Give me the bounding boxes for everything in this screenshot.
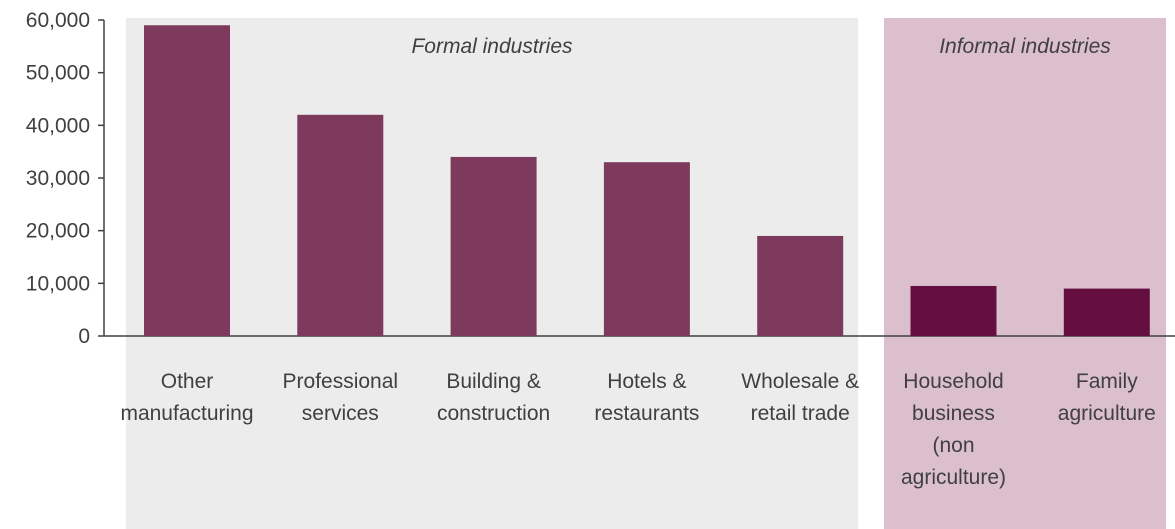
bar — [910, 285, 997, 336]
bar — [297, 114, 384, 336]
x-category-label-line: Building & — [446, 370, 541, 393]
y-tick-label: 30,000 — [26, 167, 90, 190]
y-tick-label: 50,000 — [26, 62, 90, 85]
bar — [144, 25, 230, 337]
y-tick-label: 10,000 — [26, 272, 90, 295]
x-category-label: Other manufacturing — [120, 370, 253, 425]
bar — [757, 235, 844, 336]
x-category-label-line: restaurants — [594, 402, 699, 425]
y-tick-label: 60,000 — [26, 9, 90, 32]
informal-region-label: Informal industries — [939, 35, 1111, 58]
x-category-label: Household business (non agriculture) — [901, 370, 1006, 489]
x-category-label-line: Professional — [283, 370, 399, 393]
x-category-label-line: services — [302, 402, 379, 425]
x-category-label: Wholesale & retail trade — [741, 370, 859, 425]
x-category-label-line: manufacturing — [120, 402, 253, 425]
bar — [450, 156, 537, 336]
x-category-label: Professional services — [283, 370, 399, 425]
x-category-label: Family agriculture — [1058, 370, 1156, 425]
x-category-label-line: agriculture — [1058, 402, 1156, 425]
x-category-label-line: agriculture) — [901, 466, 1006, 489]
formal-region-label: Formal industries — [411, 35, 573, 58]
bar — [1063, 288, 1150, 336]
informal-region-panel — [884, 18, 1166, 529]
x-category-label-line: retail trade — [751, 402, 850, 425]
y-tick-label: 0 — [78, 325, 90, 348]
x-category-label-line: Hotels & — [607, 370, 686, 393]
x-category-label-line: Wholesale & — [741, 370, 859, 393]
x-category-label-line: business — [912, 402, 995, 425]
y-tick-label: 20,000 — [26, 220, 90, 243]
x-category-label-line: Family — [1076, 370, 1138, 393]
x-category-label-line: Household — [903, 370, 1003, 393]
y-tick-label: 40,000 — [26, 114, 90, 137]
x-category-label-line: construction — [437, 402, 550, 425]
bar — [603, 162, 690, 336]
x-category-label: Building & construction — [437, 370, 550, 425]
x-category-label: Hotels & restaurants — [594, 370, 699, 425]
x-category-label-line: (non — [932, 434, 974, 457]
x-category-label-line: Other — [161, 370, 214, 393]
